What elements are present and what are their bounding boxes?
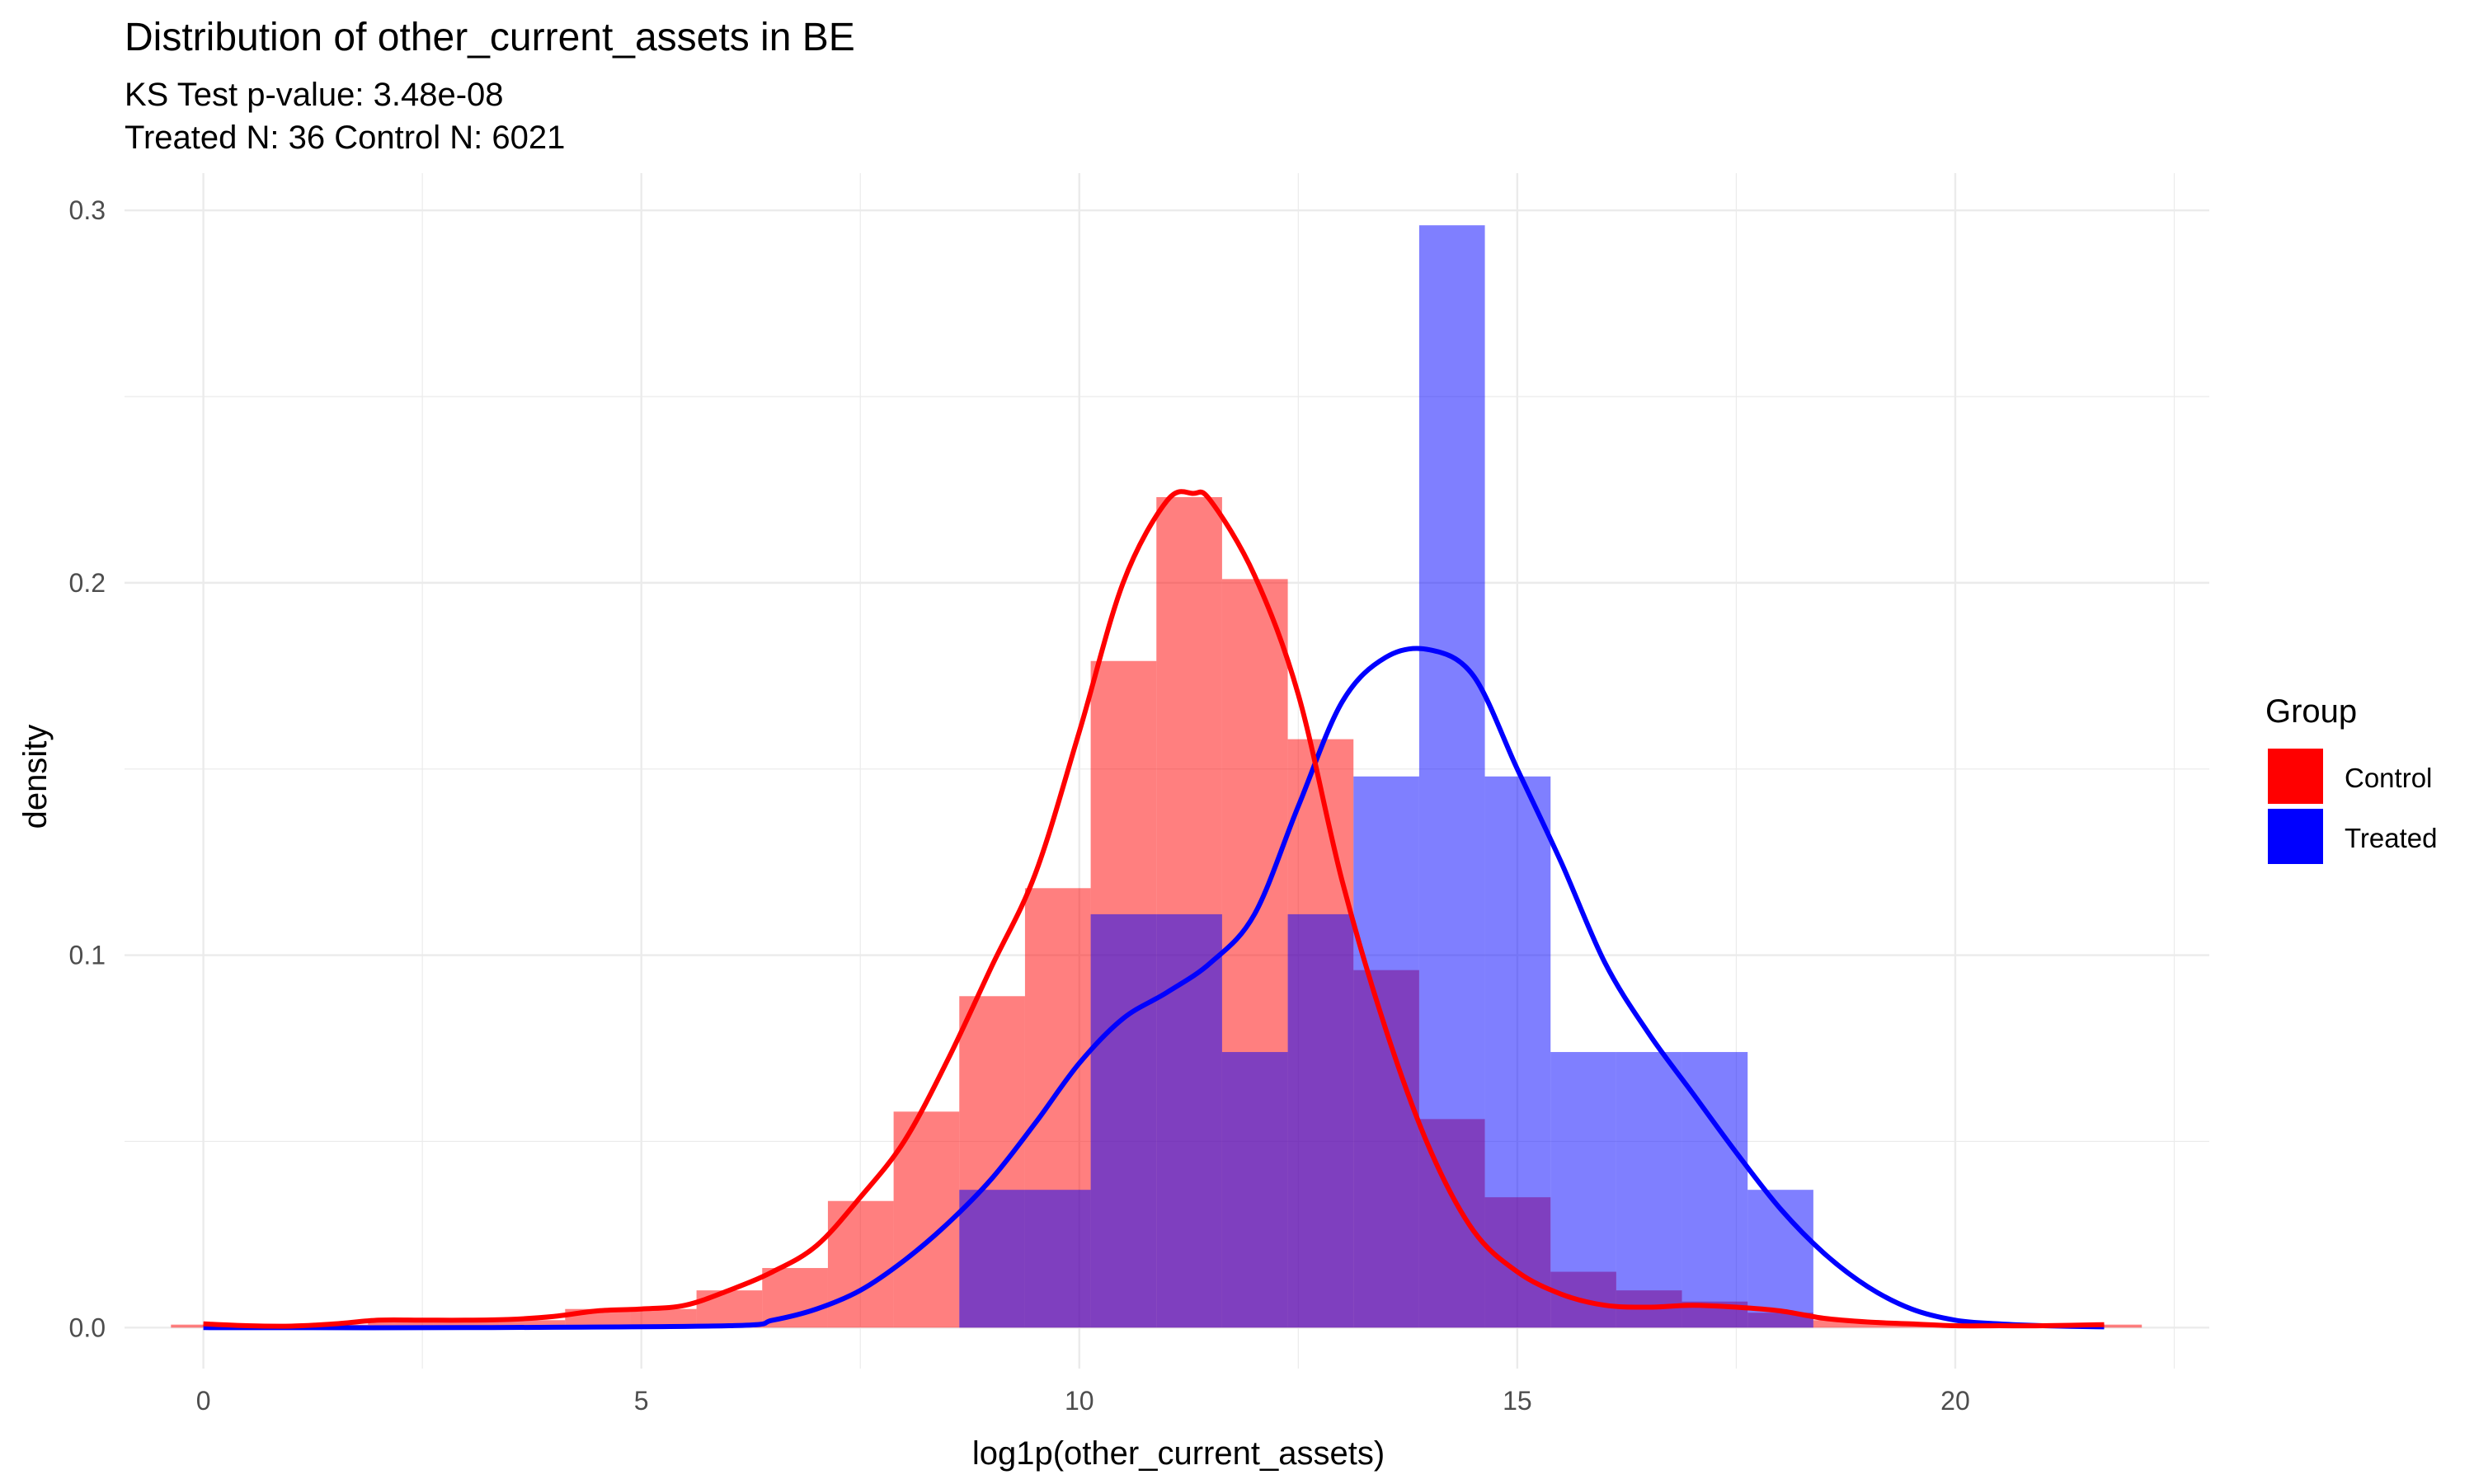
x-tick-label: 5	[634, 1386, 649, 1416]
y-tick-label: 0.1	[69, 941, 106, 970]
chart-title: Distribution of other_current_assets in …	[125, 16, 855, 59]
x-tick-label: 20	[1940, 1386, 1970, 1416]
y-axis-title: density	[17, 725, 54, 829]
x-tick-label: 0	[196, 1386, 211, 1416]
y-tick-label: 0.2	[69, 568, 106, 598]
control-histogram-bar	[696, 1290, 763, 1328]
treated-histogram-bar	[1287, 913, 1354, 1328]
treated-histogram-bar	[1681, 1052, 1748, 1328]
control-histogram-bar	[827, 1200, 894, 1328]
treated-histogram-bar	[1024, 1190, 1091, 1328]
control-histogram-bar	[499, 1320, 566, 1328]
legend: Group Control Treated	[2265, 693, 2438, 864]
legend-swatch-treated	[2268, 809, 2323, 864]
legend-label-treated: Treated	[2345, 823, 2438, 853]
treated-histogram-bar	[1221, 1052, 1288, 1328]
x-tick-label: 15	[1503, 1386, 1532, 1416]
x-tick-label: 10	[1065, 1386, 1094, 1416]
chart-subtitle-line-1: KS Test p-value: 3.48e-08	[125, 77, 504, 113]
ticks-layer: 0 5 10 15 20 0.0 0.1 0.2 0.3	[69, 195, 1970, 1416]
y-tick-label: 0.3	[69, 195, 106, 225]
treated-histogram-bar	[1616, 1052, 1682, 1328]
treated-histogram-bar	[1353, 776, 1419, 1328]
treated-histogram-bar	[1156, 913, 1222, 1328]
treated-density-line	[203, 646, 2105, 1331]
legend-swatch-control	[2268, 749, 2323, 804]
control-density-line	[203, 489, 2105, 1329]
control-histogram-bar	[368, 1322, 434, 1328]
treated-histogram-bar	[1747, 1190, 1813, 1328]
chart-subtitle-line-2: Treated N: 36 Control N: 6021	[125, 120, 565, 156]
treated-histogram-bar	[1550, 1052, 1616, 1328]
control-histogram-bar	[1813, 1320, 1879, 1328]
treated-histogram-bar	[959, 1190, 1025, 1328]
treated-histogram-bar	[1090, 913, 1157, 1328]
y-tick-label: 0.0	[69, 1313, 106, 1342]
x-axis-title: log1p(other_current_assets)	[972, 1435, 1385, 1472]
control-histogram-bar	[2076, 1324, 2142, 1328]
density-layer	[203, 489, 2105, 1331]
control-histogram-bar	[630, 1308, 697, 1328]
legend-label-control: Control	[2345, 763, 2432, 793]
treated-histogram-bar	[1484, 776, 1551, 1328]
legend-title: Group	[2265, 693, 2357, 730]
control-histogram-bar	[433, 1322, 500, 1328]
treated-histogram-bar	[1418, 225, 1485, 1328]
